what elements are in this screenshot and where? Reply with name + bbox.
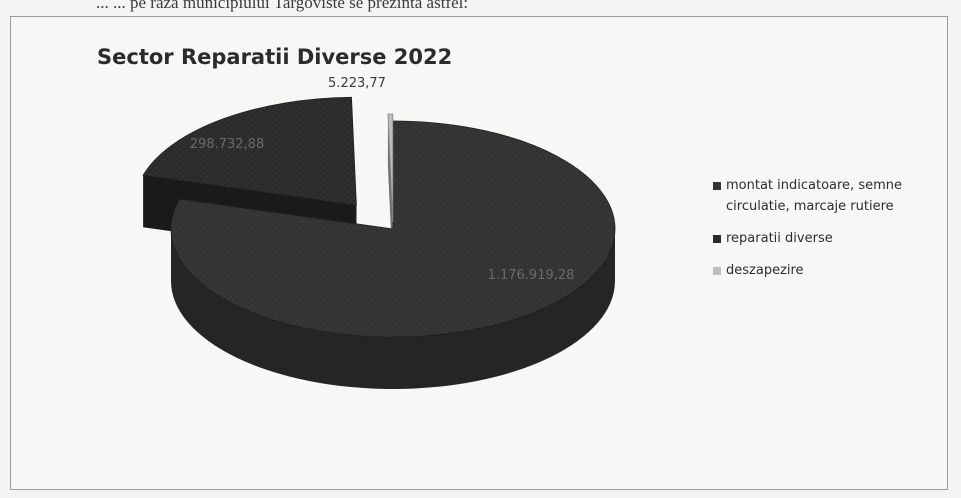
legend-swatch: [713, 267, 721, 275]
slice-deszapezire: [387, 113, 394, 223]
legend-swatch: [713, 182, 721, 190]
pie-data-labels: 1.176.919,28 298.732,88 5.223,77: [190, 76, 575, 283]
legend-label: deszapezire: [726, 263, 804, 278]
slice-montat-side: [171, 229, 615, 389]
legend-item-reparatii: reparatii diverse: [713, 228, 953, 249]
slice-montat-texture: [171, 121, 616, 337]
legend-label: montat indicatoare, semne circulatie, ma…: [726, 178, 902, 214]
data-label-slice-deszapezire: 5.223,77: [328, 76, 386, 91]
legend-item-montat: montat indicatoare, semne circulatie, ma…: [713, 175, 953, 217]
data-label-slice-montat: 1.176.919,28: [488, 268, 575, 283]
document-text-line: ... ... pe raza municipiului Targoviste …: [96, 0, 469, 12]
chart-title: Sector Reparatii Diverse 2022: [97, 45, 453, 69]
legend-label: reparatii diverse: [726, 231, 833, 246]
legend-swatch: [713, 235, 721, 243]
slice-reparatii-texture: [143, 97, 357, 206]
data-label-slice-reparatii: 298.732,88: [190, 137, 264, 152]
chart-legend: montat indicatoare, semne circulatie, ma…: [713, 175, 953, 281]
legend-item-deszapezire: deszapezire: [713, 260, 953, 281]
pie-chart-plot: 1.176.919,28 298.732,88 5.223,77: [142, 76, 616, 389]
chart-frame: 1.176.919,28 298.732,88 5.223,77 Sector Re…: [10, 16, 948, 490]
pie-tops: [142, 96, 616, 338]
